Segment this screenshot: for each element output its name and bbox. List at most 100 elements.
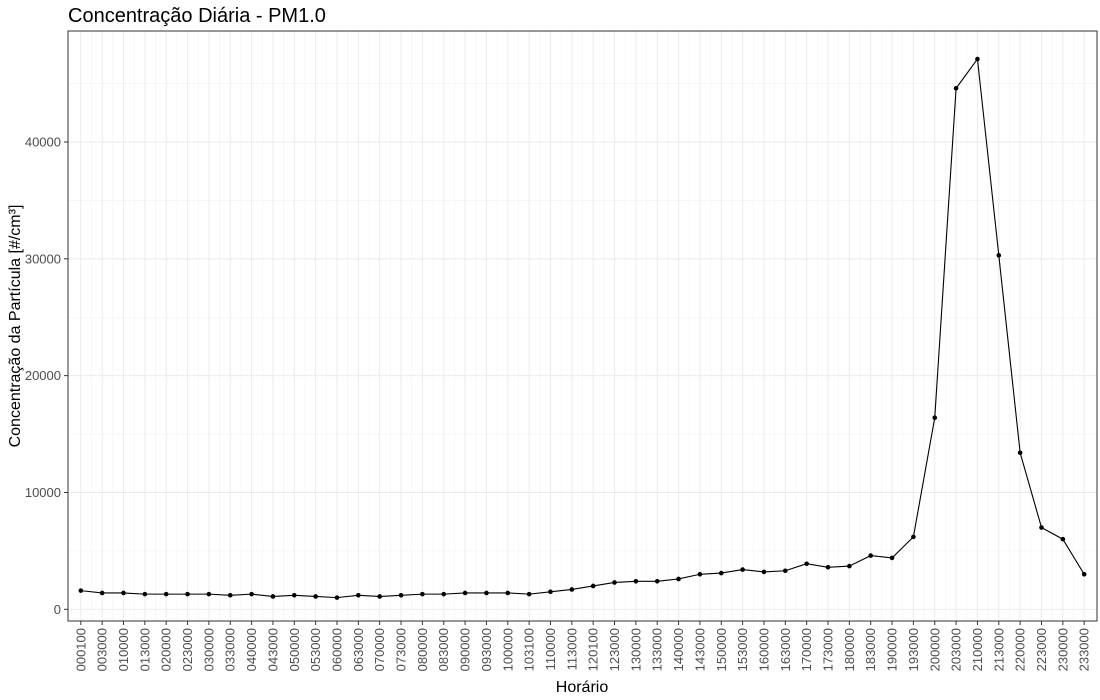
y-axis-title: Concentração da Partícula [#/cm³] <box>7 205 24 448</box>
data-point <box>78 588 84 593</box>
x-tick-label: 130000 <box>628 628 643 671</box>
data-point <box>505 590 511 596</box>
data-point <box>590 583 596 589</box>
data-point <box>420 591 425 597</box>
data-point <box>377 594 382 599</box>
x-tick-label: 013000 <box>137 628 152 671</box>
x-tick-label: 010000 <box>116 628 131 671</box>
data-point <box>740 567 745 572</box>
x-tick-label: 070000 <box>372 628 387 671</box>
data-point <box>654 578 660 584</box>
x-tick-label: 233000 <box>1077 628 1092 671</box>
data-point <box>398 592 404 598</box>
x-tick-label: 100000 <box>500 628 515 671</box>
data-point <box>163 591 169 597</box>
x-tick-label: 093000 <box>479 628 494 671</box>
data-point <box>334 595 340 600</box>
x-tick-label: 193000 <box>906 628 921 671</box>
data-point <box>548 589 553 595</box>
x-tick-label: 190000 <box>885 628 900 671</box>
y-tick-label: 0 <box>54 602 61 617</box>
data-point <box>142 591 148 597</box>
x-tick-label: 040000 <box>244 628 259 671</box>
data-point <box>804 561 809 567</box>
x-tick-label: 143000 <box>692 628 707 671</box>
x-tick-label: 150000 <box>714 628 729 671</box>
x-tick-label: 223000 <box>1034 628 1049 671</box>
data-point <box>1039 525 1044 530</box>
data-point <box>1060 536 1066 542</box>
data-point <box>697 571 703 577</box>
x-tick-label: 133000 <box>650 628 665 671</box>
data-point <box>462 590 468 596</box>
data-point <box>612 580 617 585</box>
data-point <box>1081 571 1087 577</box>
data-point <box>676 576 681 582</box>
grid <box>68 31 1097 621</box>
x-tick-label: 043000 <box>265 628 280 671</box>
x-tick-label: 120100 <box>586 628 601 671</box>
y-axis: 0 10000 20000 30000 40000 <box>25 134 68 617</box>
x-axis: 000100 003000 010000 013000 020000 023000 0300… <box>73 621 1092 671</box>
x-tick-label: 003000 <box>95 628 110 671</box>
y-tick-label: 30000 <box>25 251 61 266</box>
data-point <box>185 591 190 597</box>
x-tick-label: 220000 <box>1013 628 1028 671</box>
x-tick-label: 033000 <box>223 628 238 671</box>
x-tick-label: 180000 <box>842 628 857 671</box>
data-point <box>633 578 639 584</box>
x-tick-label: 200000 <box>927 628 942 671</box>
x-tick-label: 083000 <box>436 628 451 671</box>
data-point <box>932 415 938 421</box>
data-point <box>356 592 361 598</box>
data-point <box>825 564 831 570</box>
x-axis-title: Horário <box>556 679 609 696</box>
data-point <box>847 563 852 569</box>
y-tick-label: 20000 <box>25 368 61 383</box>
data-point <box>783 568 788 574</box>
x-tick-label: 053000 <box>308 628 323 671</box>
data-point <box>868 553 874 558</box>
data-point <box>975 56 980 62</box>
chart-title: Concentração Diária - PM1.0 <box>68 5 326 27</box>
data-point <box>569 587 575 592</box>
x-tick-label: 103100 <box>522 628 537 671</box>
series-line <box>80 57 1085 599</box>
data-point <box>99 590 105 596</box>
x-tick-label: 140000 <box>671 628 686 671</box>
data-point <box>911 534 916 540</box>
x-tick-label: 163000 <box>778 628 793 671</box>
x-tick-label: 073000 <box>394 628 409 671</box>
series-line-layer <box>80 57 1085 599</box>
data-point <box>441 591 447 597</box>
data-points <box>78 56 1087 600</box>
x-tick-label: 030000 <box>201 628 216 671</box>
y-tick-label: 10000 <box>25 485 61 500</box>
x-tick-label: 063000 <box>351 628 366 671</box>
data-point <box>996 253 1002 258</box>
data-point <box>953 85 959 91</box>
x-tick-label: 170000 <box>799 628 814 671</box>
data-point <box>249 591 254 597</box>
x-tick-label: 020000 <box>159 628 174 671</box>
data-point <box>761 569 767 575</box>
plot-panel <box>67 30 1098 622</box>
x-tick-label: 000100 <box>73 628 88 671</box>
x-tick-label: 050000 <box>287 628 302 671</box>
data-point <box>526 591 532 597</box>
data-point <box>484 590 489 596</box>
x-tick-label: 060000 <box>329 628 344 671</box>
data-point <box>889 555 895 561</box>
x-tick-label: 183000 <box>863 628 878 671</box>
data-point <box>291 592 297 598</box>
data-point <box>1017 450 1023 456</box>
x-tick-label: 160000 <box>756 628 771 671</box>
x-tick-label: 123000 <box>607 628 622 671</box>
x-tick-label: 203000 <box>949 628 964 671</box>
data-point <box>718 570 724 576</box>
x-tick-label: 080000 <box>415 628 430 671</box>
data-point <box>121 590 126 596</box>
x-tick-label: 113000 <box>564 628 579 670</box>
y-tick-label: 40000 <box>25 134 61 149</box>
x-tick-label: 173000 <box>821 628 836 671</box>
